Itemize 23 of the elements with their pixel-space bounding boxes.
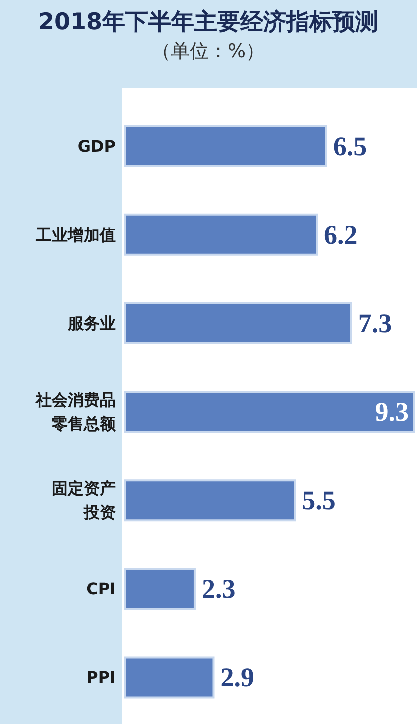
chart-title: 2018年下半年主要经济指标预测 xyxy=(38,8,379,36)
chart-subtitle: （单位：%） xyxy=(152,40,266,62)
y-tick-label: GDP xyxy=(78,136,116,156)
y-tick-label: 工业增加值 xyxy=(35,225,116,244)
bar xyxy=(124,125,328,168)
bar xyxy=(124,568,196,610)
data-label: 2.3 xyxy=(202,574,236,604)
data-label: 9.3 xyxy=(375,397,409,427)
y-tick-label: 社会消费品零售总额 xyxy=(35,390,117,434)
data-label: 5.5 xyxy=(302,486,336,516)
y-tick-label: CPI xyxy=(86,580,116,599)
y-tick-label: 服务业 xyxy=(67,314,116,333)
data-label: 6.5 xyxy=(333,131,368,162)
bar xyxy=(124,391,415,433)
y-tick-label: 固定资产投资 xyxy=(52,479,116,522)
bar xyxy=(124,302,352,344)
bar xyxy=(124,656,215,699)
bar xyxy=(124,480,296,522)
data-label: 6.2 xyxy=(324,220,358,250)
data-label: 2.9 xyxy=(220,662,254,693)
y-tick-label: PPI xyxy=(86,668,116,688)
bar xyxy=(124,214,318,256)
data-label: 7.3 xyxy=(358,308,392,338)
